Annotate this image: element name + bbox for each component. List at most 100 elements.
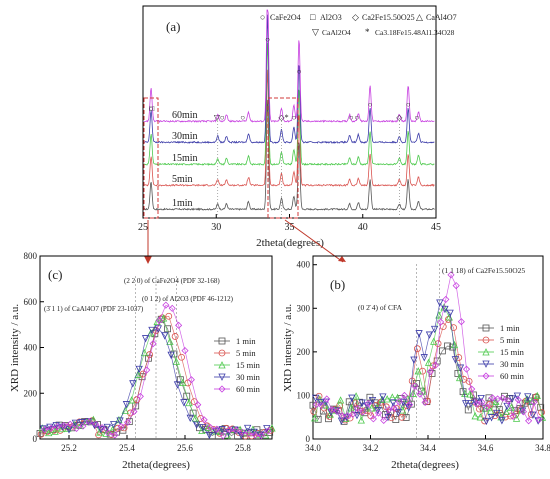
data-point: [213, 425, 221, 433]
data-point: [477, 394, 485, 403]
legend-label: 5 min: [500, 335, 520, 345]
data-point: [122, 401, 131, 409]
data-point: [456, 364, 465, 372]
data-point: [312, 400, 321, 409]
data-point: [111, 431, 119, 439]
data-point: [97, 426, 105, 434]
panel-a-xlabel: 2theta(degrees): [256, 237, 324, 249]
legend-label: 30 min: [236, 372, 261, 382]
panel-a-peak-marker: ○: [354, 113, 359, 122]
data-point: [127, 396, 136, 404]
data-point: [143, 366, 151, 374]
data-point: [416, 390, 424, 398]
data-point: [374, 409, 383, 417]
data-point: [218, 426, 226, 434]
data-point: [372, 401, 380, 409]
data-point: [124, 418, 132, 426]
data-point: [447, 271, 455, 279]
data-point: [171, 333, 179, 340]
legend-a-text: CaAl4O7: [426, 13, 457, 22]
panel-a-trace-15min: [143, 42, 435, 166]
xtick-label: 34.8: [535, 443, 550, 453]
data-point: [406, 401, 414, 409]
panel-a-peak-marker: ○: [349, 113, 354, 122]
data-point: [311, 394, 320, 403]
data-point: [159, 314, 168, 322]
legend-marker: [218, 361, 226, 369]
data-point: [403, 402, 411, 410]
data-point: [402, 414, 410, 421]
panel-a-xtick-label: 45: [431, 222, 441, 233]
data-point: [357, 416, 365, 424]
data-point: [44, 428, 51, 435]
data-point: [405, 404, 413, 412]
zoom-box-b: [267, 97, 299, 219]
data-point: [310, 408, 318, 415]
panel-a-series: 1min 5min 15min 30min 60min: [143, 9, 435, 218]
legend-marker: [482, 372, 490, 380]
panel-a-series-label-30min: 30min: [172, 131, 198, 142]
data-point: [60, 421, 68, 430]
data-point: [184, 379, 192, 387]
data-point: [383, 395, 391, 403]
panel-a-series-label-15min: 15min: [172, 153, 198, 164]
data-point: [110, 421, 118, 429]
panel-c-label: (c): [48, 267, 62, 282]
data-point: [395, 398, 403, 406]
data-point: [129, 380, 137, 388]
data-point: [476, 413, 484, 421]
legend-marker: [218, 337, 226, 345]
data-point: [46, 423, 54, 431]
data-point: [149, 340, 157, 348]
data-point: [530, 398, 538, 406]
data-point: [125, 418, 133, 426]
legend-a-symbol: □: [310, 12, 316, 22]
data-point: [167, 351, 175, 359]
data-point: [493, 409, 501, 418]
zoom-box-c: [143, 97, 159, 219]
panel-a-xtick-label: 35: [285, 222, 295, 233]
legend-marker: [218, 385, 226, 393]
legend-label: 15 min: [236, 360, 261, 370]
panel-a-xticks: 25 30 35 40 45: [138, 214, 441, 233]
ytick-label: 400: [24, 343, 38, 353]
data-point: [323, 395, 331, 403]
data-point: [139, 370, 147, 378]
data-point: [524, 393, 532, 401]
panel-a-trace-1min: [143, 99, 435, 212]
data-point: [462, 400, 470, 408]
data-point: [502, 407, 510, 416]
data-point: [421, 398, 429, 406]
data-point: [52, 422, 60, 430]
data-point: [498, 417, 506, 425]
data-point: [424, 358, 433, 366]
legend-a-symbol: ◇: [352, 12, 359, 22]
panel-a-peak-marker: □: [149, 104, 154, 113]
data-point: [379, 393, 387, 401]
data-point: [415, 330, 423, 338]
legend-label: 1 min: [500, 323, 520, 333]
xtick-label: 25.2: [61, 443, 77, 453]
arrow-to-b-head: [338, 256, 346, 262]
data-point: [390, 404, 398, 412]
data-point: [180, 399, 188, 407]
data-point: [525, 417, 533, 425]
data-point: [108, 425, 117, 434]
data-point: [172, 357, 180, 365]
panel-a-peak-marker: ○: [415, 113, 420, 122]
data-point: [509, 412, 517, 420]
data-point: [512, 414, 521, 422]
data-point: [457, 318, 465, 326]
data-point: [318, 401, 326, 410]
panel-b-label: (b): [330, 277, 345, 292]
series-line: [316, 273, 540, 422]
data-point: [384, 414, 392, 422]
legend-a-text: Ca3.18Fe15.48Al1.34O28: [375, 28, 455, 37]
xtick-label: 34.2: [363, 443, 379, 453]
data-point: [187, 376, 195, 384]
data-point: [481, 404, 490, 412]
data-point: [476, 405, 483, 413]
legend-a-symbol: △: [416, 12, 423, 22]
data-point: [243, 424, 252, 433]
panel-a-peak-marker: ○: [368, 100, 373, 109]
